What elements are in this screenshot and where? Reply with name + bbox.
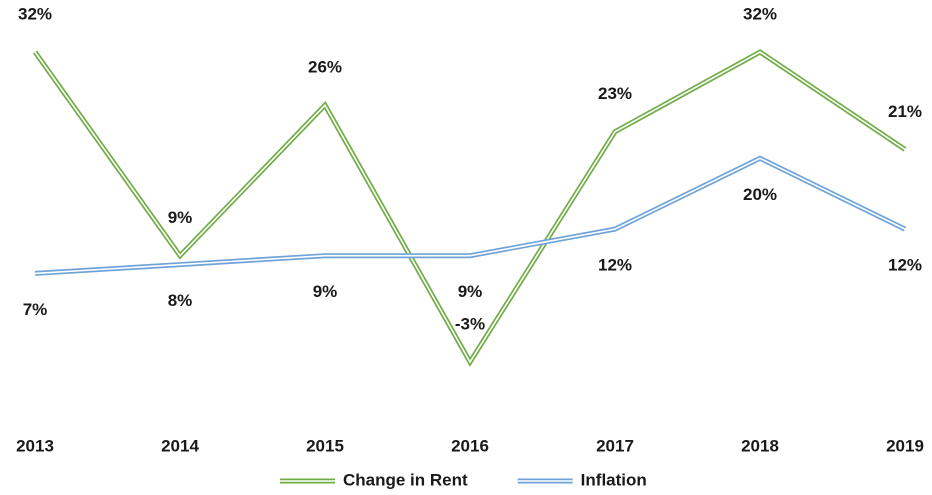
data-label: 12%: [598, 256, 632, 275]
x-tick-label: 2017: [596, 436, 634, 455]
data-label: 7%: [23, 300, 48, 319]
data-label: 26%: [308, 58, 342, 77]
line-inner: [34, 157, 906, 275]
data-label: -3%: [455, 314, 485, 333]
legend-label: Change in Rent: [343, 470, 468, 489]
line-inner: [34, 51, 906, 364]
legend-label: Inflation: [581, 470, 647, 489]
data-label: 9%: [168, 208, 193, 227]
x-tick-label: 2019: [886, 436, 924, 455]
x-tick-label: 2016: [451, 436, 489, 455]
data-label: 8%: [168, 291, 193, 310]
x-tick-label: 2014: [161, 436, 199, 455]
x-tick-label: 2018: [741, 436, 779, 455]
x-tick-label: 2013: [16, 436, 54, 455]
data-label: 9%: [313, 282, 338, 301]
data-label: 21%: [888, 102, 922, 121]
data-label: 32%: [18, 4, 52, 23]
data-label: 12%: [888, 256, 922, 275]
data-label: 20%: [743, 185, 777, 204]
data-label: 23%: [598, 84, 632, 103]
x-tick-label: 2015: [306, 436, 344, 455]
data-label: 32%: [743, 4, 777, 23]
data-label: 9%: [458, 282, 483, 301]
